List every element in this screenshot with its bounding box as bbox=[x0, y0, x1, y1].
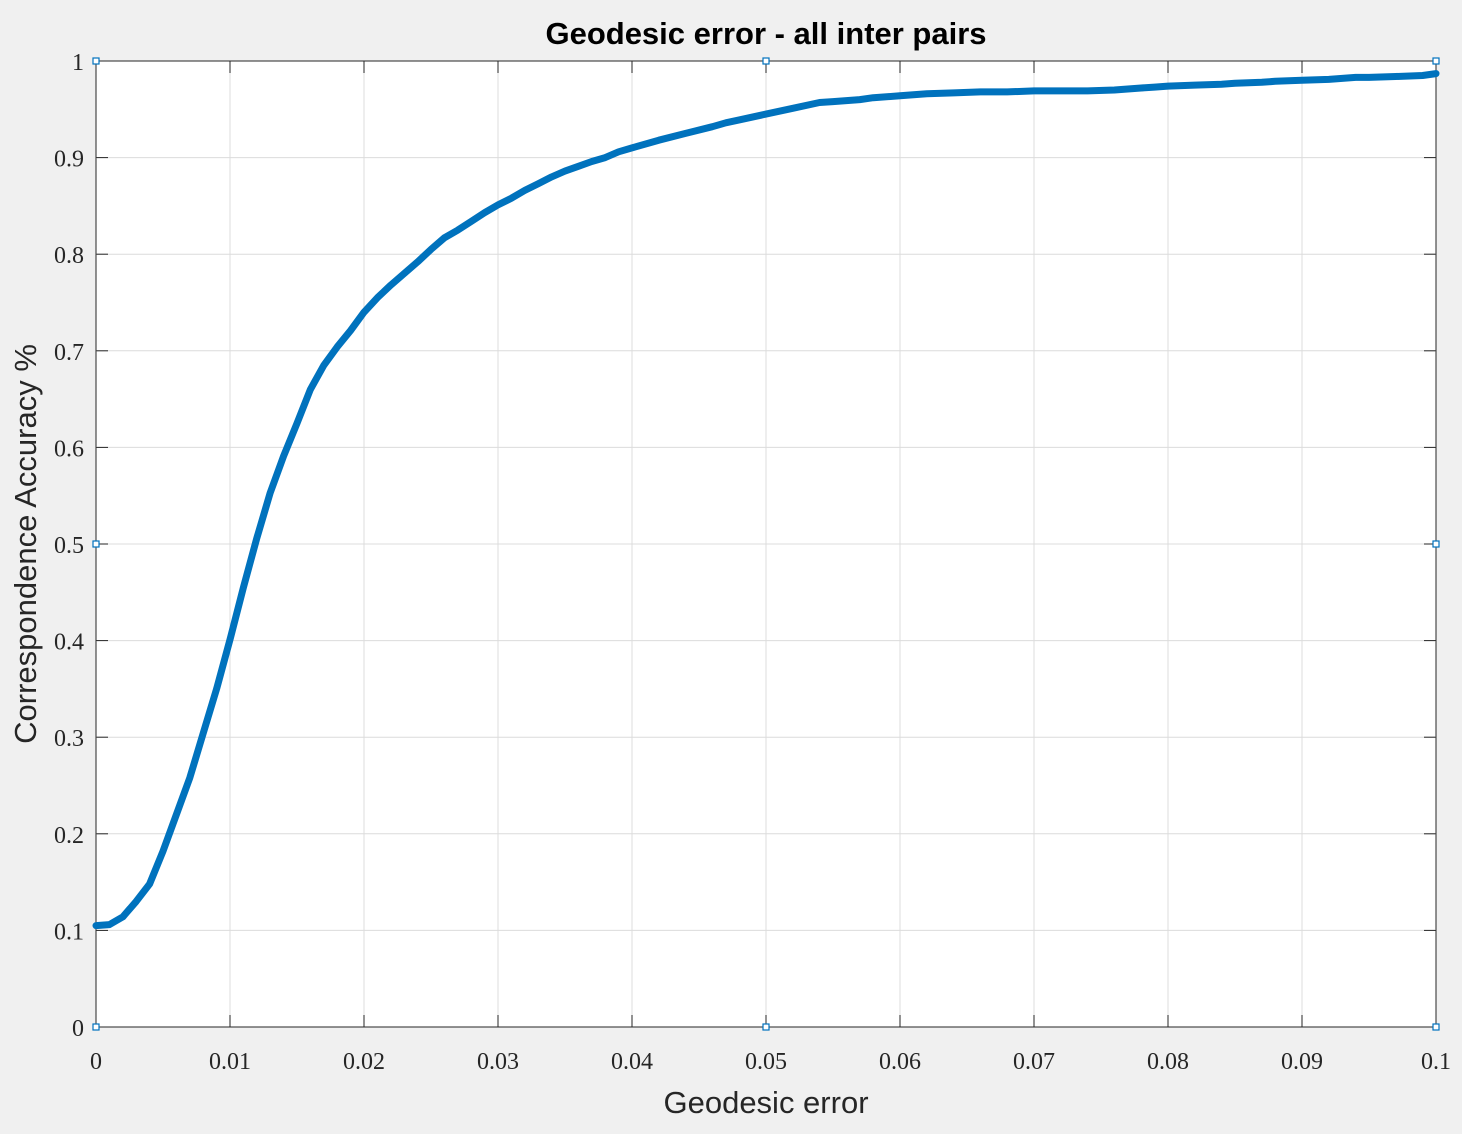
y-tick-label: 0.7 bbox=[54, 340, 84, 366]
y-tick-label: 0.2 bbox=[54, 823, 84, 849]
x-tick-label: 0.02 bbox=[343, 1049, 385, 1075]
y-tick-label: 0.6 bbox=[54, 436, 84, 462]
grid-lines bbox=[96, 61, 1436, 1027]
y-tick-label: 0.1 bbox=[54, 919, 84, 945]
x-tick-label: 0 bbox=[90, 1049, 102, 1075]
x-tick-label: 0.09 bbox=[1281, 1049, 1323, 1075]
y-tick-label: 0.5 bbox=[54, 533, 84, 559]
resize-handle[interactable] bbox=[762, 57, 770, 65]
y-tick-label: 1 bbox=[72, 50, 84, 76]
resize-handle[interactable] bbox=[1432, 1023, 1440, 1031]
y-tick-label: 0.9 bbox=[54, 147, 84, 173]
x-tick-label: 0.06 bbox=[879, 1049, 921, 1075]
x-tick-label: 0.03 bbox=[477, 1049, 519, 1075]
resize-handle[interactable] bbox=[762, 1023, 770, 1031]
series-line bbox=[92, 70, 1440, 930]
x-tick-label: 0.1 bbox=[1421, 1049, 1451, 1075]
tick-marks bbox=[95, 60, 1437, 1028]
resize-handle[interactable] bbox=[92, 1023, 100, 1031]
series-layer bbox=[92, 70, 1440, 930]
x-tick-label: 0.01 bbox=[209, 1049, 251, 1075]
chart-title: Geodesic error - all inter pairs bbox=[545, 16, 986, 51]
y-axis-label: Correspondence Accuracy % bbox=[8, 344, 43, 744]
x-tick-label: 0.05 bbox=[745, 1049, 787, 1075]
x-tick-labels: 0 0.01 0.02 0.03 0.04 0.05 0.06 0.07 0.08 0.09 0.1 bbox=[90, 1049, 1451, 1075]
x-tick-label: 0.04 bbox=[611, 1049, 653, 1075]
x-axis-label: Geodesic error bbox=[663, 1085, 868, 1120]
resize-handle[interactable] bbox=[1432, 57, 1440, 65]
y-tick-label: 0 bbox=[72, 1016, 84, 1042]
x-tick-label: 0.08 bbox=[1147, 1049, 1189, 1075]
y-tick-label: 0.4 bbox=[54, 630, 84, 656]
selection-handles[interactable] bbox=[92, 57, 1440, 1031]
resize-handle[interactable] bbox=[92, 540, 100, 548]
y-tick-label: 0.3 bbox=[54, 726, 84, 752]
x-tick-label: 0.07 bbox=[1013, 1049, 1055, 1075]
y-tick-labels: 0 0.1 0.2 0.3 0.4 0.5 0.6 0.7 0.8 0.9 1 bbox=[54, 50, 84, 1042]
resize-handle[interactable] bbox=[92, 57, 100, 65]
y-tick-label: 0.8 bbox=[54, 243, 84, 269]
resize-handle[interactable] bbox=[1432, 540, 1440, 548]
